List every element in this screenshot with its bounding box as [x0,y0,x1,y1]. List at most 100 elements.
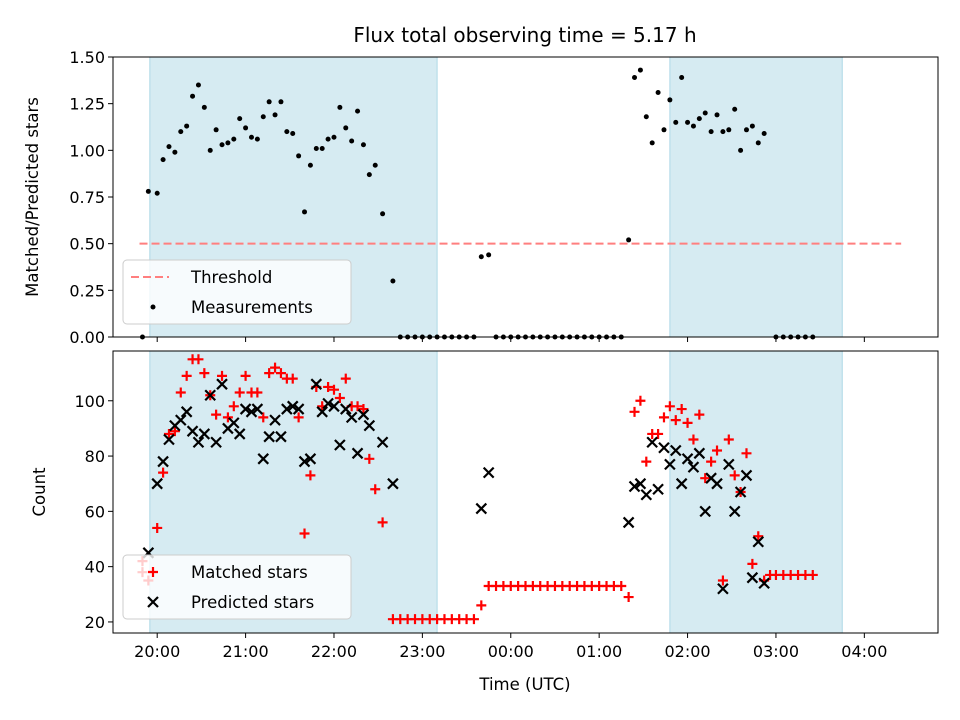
legend-box [122,259,352,325]
measurement-point [154,190,160,196]
matched-star-point [158,467,169,478]
matched-star-point [328,384,339,395]
matched-star-point [658,412,669,423]
matched-star-point [623,592,634,603]
predicted-star-point [628,480,641,493]
measurement-point [655,89,661,95]
measurement-point [284,129,290,135]
y-tick-label: 40 [85,558,105,577]
matched-star-point [228,401,239,412]
measurement-point [296,153,302,159]
observing-window-shade [669,350,843,634]
predicted-star-point [669,444,682,457]
predicted-star-point [681,453,694,465]
predicted-star-point [652,483,664,496]
predicted-star-point [263,430,275,443]
x-tick-label: 20:00 [134,642,180,661]
measurement-point [372,162,378,168]
matched-star-point [240,370,251,381]
measurement-point [231,136,237,142]
measurement-point [166,144,172,150]
matched-star-point [753,531,764,542]
matched-star-point [682,417,693,428]
top-panel: 0.00 0.25 0.50 0.75 1.00 1.25 1.50 Matched/Pred… [23,48,939,347]
predicted-star-point [334,439,346,451]
matched-star-point [664,401,675,412]
measurement-point [331,134,337,140]
x-tick-label: 00:00 [488,642,534,661]
y-tick-label: 1.25 [69,95,105,114]
x-tick-label: 23:00 [399,642,445,661]
predicted-star-point [723,458,735,471]
x-tick-label: 21:00 [223,642,269,661]
matched-star-point [222,412,233,423]
legend-label: Measurements [191,298,313,317]
matched-star-point [152,522,163,533]
predicted-star-point [198,428,211,440]
matched-star-point [334,393,345,403]
measurement-point [160,157,166,163]
x-tick-label: 02:00 [664,642,710,661]
predicted-star-point [640,488,653,501]
measurement-point [673,119,679,125]
predicted-star-point [746,571,759,584]
matched-star-point [211,409,222,420]
matched-star-point [377,517,388,528]
predicted-star-point [163,433,175,446]
measurement-point [708,129,714,135]
predicted-star-point [304,453,317,465]
matched-star-point [270,362,281,373]
predicted-star-point [245,406,258,418]
measurement-point [637,67,643,73]
legend-label: Predicted stars [191,593,314,612]
y-axis-label: Matched/Predicted stars [23,97,42,297]
x-axis-label: Time (UTC) [478,675,570,694]
y-tick-label: 100 [74,392,105,411]
measurement-point [195,82,201,88]
predicted-star-point [387,477,399,490]
measurement-point [266,99,272,105]
predicted-star-point [699,505,712,518]
predicted-star-point [664,458,676,471]
measurement-point [225,140,231,146]
y-tick-label: 0.50 [69,235,105,254]
measurement-point [380,211,386,217]
predicted-star-point [758,577,770,590]
predicted-star-point [286,400,299,413]
observing-window-shade [669,56,843,338]
measurement-point [714,112,720,118]
measurement-point [702,110,708,116]
matched-star-point [287,373,298,384]
measurement-point [207,147,213,153]
matched-star-point [723,434,734,445]
matched-star-point [323,381,334,392]
matched-star-point [340,373,351,384]
measurement-point [738,147,744,153]
matched-star-point [653,428,664,439]
predicted-star-point [345,411,358,424]
measurement-point [260,114,266,120]
predicted-star-point [328,400,340,413]
measurement-point [679,75,685,81]
matched-star-point [258,412,269,423]
predicted-star-point [251,403,264,415]
predicted-star-point [376,436,389,449]
measurement-point [290,131,296,137]
matched-star-point [741,448,752,459]
measurement-point [307,162,313,168]
matched-star-point [193,354,204,365]
predicted-star-point [216,378,228,390]
measurement-point [254,136,260,142]
matched-star-point [169,426,180,437]
matched-star-point [175,387,186,398]
predicted-star-point [717,582,729,595]
measurement-point [360,142,366,148]
measurement-point [213,127,219,133]
measurement-point [690,123,696,129]
predicted-star-point [339,403,352,415]
predicted-star-point [204,389,217,402]
predicted-star-point [734,486,747,498]
chart-title: Flux total observing time = 5.17 h [353,23,696,47]
predicted-star-point [210,436,222,449]
